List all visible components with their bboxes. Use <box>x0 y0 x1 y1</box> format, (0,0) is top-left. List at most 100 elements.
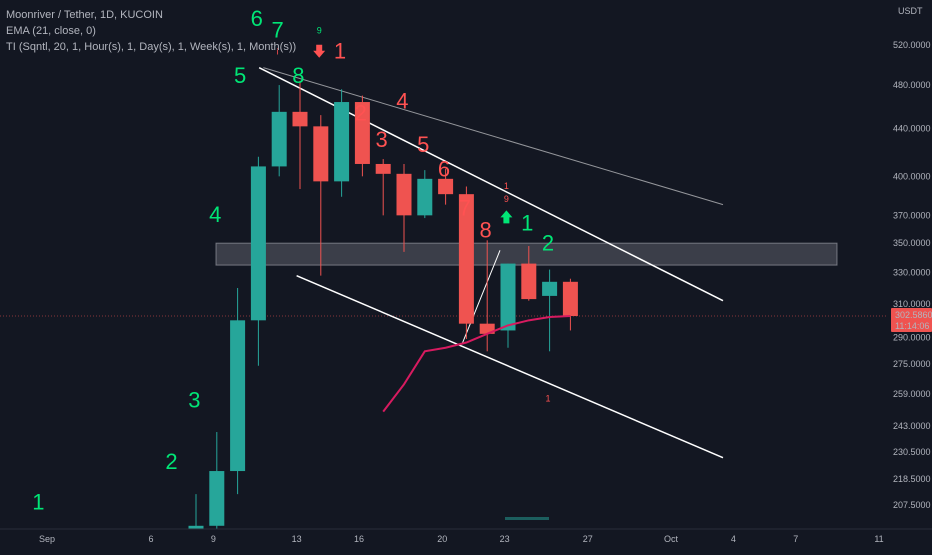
sequential-count-green-1: 1 <box>521 210 533 235</box>
candle-2021-09-24 <box>542 269 558 352</box>
sequential-count-green-2: 2 <box>165 449 177 474</box>
time-axis <box>0 529 932 550</box>
candle-body <box>438 178 454 195</box>
y-tick-label: 207.5000 <box>893 500 931 510</box>
candle-2021-09-12 <box>292 80 308 189</box>
candle-2021-09-22 <box>500 263 516 348</box>
candle-body <box>313 126 329 182</box>
y-tick-label: 350.0000 <box>893 238 931 248</box>
currency-label: USDT <box>898 6 923 16</box>
x-tick-label: Sep <box>39 534 55 544</box>
candle-body <box>500 263 516 331</box>
candle-body <box>417 178 433 216</box>
y-tick-label: 330.0000 <box>893 268 931 278</box>
candle-2021-09-23 <box>521 246 537 301</box>
candle-body <box>542 281 558 296</box>
y-tick-label: 370.0000 <box>893 210 931 220</box>
candle-body <box>458 194 474 324</box>
sequential-count-green-6: 6 <box>251 6 263 31</box>
price-tag-countdown: 11:14:06 <box>895 321 929 331</box>
y-tick-label: 440.0000 <box>893 124 931 134</box>
arrow-down-icon <box>313 44 326 58</box>
y-tick-label: 400.0000 <box>893 171 931 181</box>
price-tag-box <box>891 308 932 333</box>
x-tick-label: 4 <box>731 534 736 544</box>
candle-2021-09-13 <box>313 115 329 276</box>
y-tick-label: 243.0000 <box>893 421 931 431</box>
candle-body <box>250 166 266 321</box>
sequential-count-red-8: 8 <box>479 217 491 242</box>
x-tick-label: 7 <box>793 534 798 544</box>
y-tick-label: 218.5000 <box>893 474 931 484</box>
sequential-count-red-2: 2 <box>355 101 367 126</box>
arrow-up-icon <box>500 210 513 224</box>
x-tick-label: 13 <box>292 534 302 544</box>
sequential-count-green-4: 4 <box>209 202 221 227</box>
sequential-count-green-8: 8 <box>292 63 304 88</box>
candle-body <box>479 323 495 334</box>
price-tag-value: 302.5860 <box>895 310 932 320</box>
sequential-count-green-2: 2 <box>542 230 554 255</box>
candle-2021-09-25 <box>562 278 578 331</box>
x-tick-label: Oct <box>664 534 679 544</box>
x-tick-label: 27 <box>583 534 593 544</box>
candle-2021-09-09 <box>230 288 246 495</box>
sequential-count-green-5: 5 <box>234 63 246 88</box>
candle-body <box>354 102 370 164</box>
candle-body <box>292 111 308 127</box>
trendline-lower-channel <box>296 274 724 459</box>
y-tick-label: 275.0000 <box>893 359 931 369</box>
candle-2021-09-10 <box>250 156 266 366</box>
ema-indicator-label[interactable]: EMA (21, close, 0) <box>6 25 96 37</box>
candle-2021-09-16 <box>375 159 391 216</box>
trendline-resistance <box>263 67 724 206</box>
setup-mark-9: 9 <box>317 26 322 36</box>
trendline-connector <box>461 250 501 345</box>
candle-2021-09-15 <box>354 95 370 177</box>
x-tick-label: 20 <box>437 534 447 544</box>
symbol-title[interactable]: Moonriver / Tether, 1D, KUCOIN <box>6 9 163 21</box>
candle-2021-09-18 <box>417 170 433 219</box>
price-axis <box>886 0 932 550</box>
setup-mark-9: 9 <box>504 194 509 204</box>
y-tick-label: 480.0000 <box>893 80 931 90</box>
selected-range-bar <box>505 517 549 520</box>
sequential-count-green-3: 3 <box>188 388 200 413</box>
candle-2021-09-19 <box>438 168 454 205</box>
sequential-count-green-7: 7 <box>271 17 283 42</box>
setup-mark-i: i <box>277 47 279 57</box>
candle-2021-09-08 <box>209 432 225 534</box>
candle-2021-09-11 <box>271 85 287 177</box>
candle-body <box>562 281 578 317</box>
candle-body <box>271 111 287 167</box>
resistance-zone <box>215 242 838 266</box>
candle-body <box>521 263 537 300</box>
sequential-count-red-6: 6 <box>438 156 450 181</box>
ti-indicator-label[interactable]: TI (Sqntl, 20, 1, Hour(s), 1, Day(s), 1,… <box>6 41 297 53</box>
candle-2021-09-17 <box>396 163 412 252</box>
x-tick-label: 11 <box>874 534 883 544</box>
candle-2021-09-20 <box>458 186 474 340</box>
x-tick-label: 23 <box>500 534 510 544</box>
candle-body <box>230 320 246 472</box>
chart-legend: Moonriver / Tether, 1D, KUCOIN EMA (21, … <box>6 7 296 55</box>
y-tick-label: 290.0000 <box>893 332 931 342</box>
candle-body <box>396 173 412 216</box>
y-tick-label: 310.0000 <box>893 299 931 309</box>
y-tick-label: 259.0000 <box>893 389 931 399</box>
candle-2021-09-14 <box>334 89 350 197</box>
y-tick-label: 520.0000 <box>893 40 931 50</box>
sequential-count-green-1: 1 <box>32 490 44 515</box>
ema-line <box>382 315 571 413</box>
x-tick-label: 6 <box>148 534 153 544</box>
candle-body <box>334 102 350 182</box>
y-tick-label: 230.5000 <box>893 447 931 457</box>
setup-mark-1: 1 <box>504 181 509 191</box>
sequential-count-red-5: 5 <box>417 132 429 157</box>
setup-mark-1: 1 <box>545 394 550 404</box>
candle-body <box>375 163 391 174</box>
sequential-count-red-7: 7 <box>459 195 471 220</box>
x-tick-label: 16 <box>354 534 364 544</box>
